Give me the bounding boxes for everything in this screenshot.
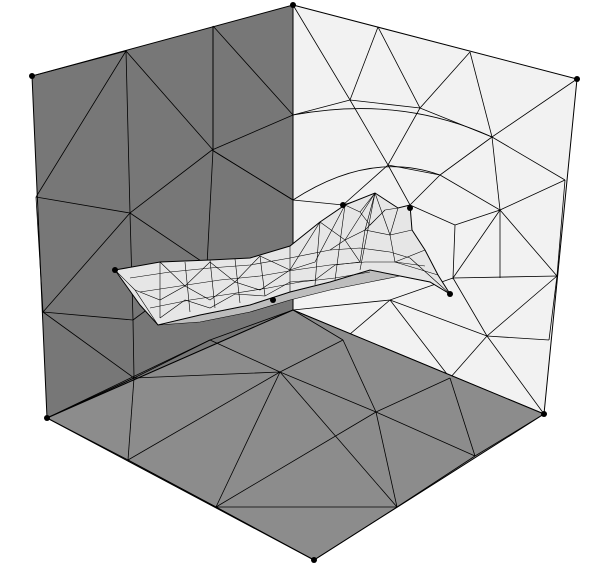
surface xyxy=(114,192,451,326)
vertex xyxy=(290,2,296,8)
vertex xyxy=(311,557,317,563)
vertex xyxy=(29,73,35,79)
vertex xyxy=(270,297,276,303)
vertex xyxy=(44,415,50,421)
vertex xyxy=(112,267,118,273)
vertex xyxy=(340,202,346,208)
vertex xyxy=(407,205,413,211)
floor xyxy=(45,309,546,561)
floor-mesh xyxy=(46,309,545,561)
vertices xyxy=(29,2,580,563)
vertex xyxy=(541,411,547,417)
surface-mesh xyxy=(114,192,451,326)
vertex xyxy=(574,76,580,82)
vertex xyxy=(447,291,453,297)
